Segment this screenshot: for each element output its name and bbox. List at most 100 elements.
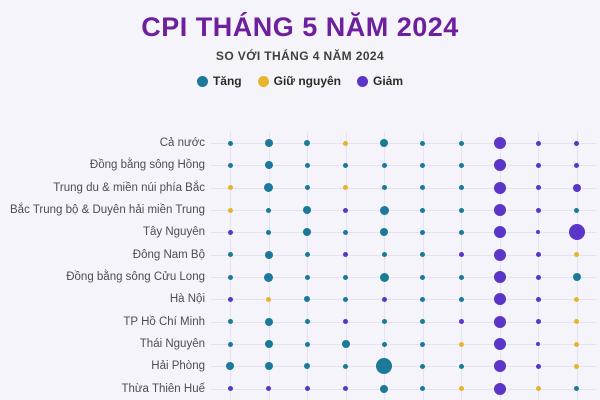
dot-Tăng: [420, 274, 426, 280]
matrix-cell: [211, 132, 250, 155]
matrix-cell: [288, 377, 327, 400]
matrix-cell: [442, 154, 481, 177]
matrix-cell: [211, 310, 250, 334]
dot-Giảm: [535, 252, 541, 258]
matrix-cell: [480, 288, 520, 311]
chart-subtitle: SO VỚI THÁNG 4 NĂM 2024: [215, 49, 385, 63]
matrix-cell: [403, 132, 443, 155]
matrix-cell: [519, 221, 558, 244]
matrix-cell: [403, 154, 443, 177]
dot-Tăng: [343, 296, 349, 302]
dot-Tăng: [304, 341, 310, 347]
dot-Tăng: [420, 363, 426, 369]
legend-item-t: Tăng: [196, 74, 242, 88]
matrix-cell: [249, 377, 289, 400]
dot-Tăng: [458, 185, 464, 191]
dot-Giảm: [304, 386, 310, 392]
matrix-cell: [519, 377, 558, 400]
dot-Giảm: [535, 274, 541, 280]
matrix-cell: [519, 288, 558, 311]
matrix-cell: [326, 310, 366, 334]
dot-Giảm: [535, 296, 541, 302]
dot-Giảm: [572, 183, 581, 192]
matrix-cell: [403, 243, 443, 267]
dot-Tăng: [227, 140, 233, 146]
dot-Tăng: [304, 140, 311, 147]
dot-Giảm: [381, 296, 387, 302]
dot-Tăng: [458, 296, 464, 302]
matrix-cell: [211, 377, 250, 400]
row-label: Trung du & miền núi phía Bắc: [53, 181, 205, 194]
dot-Giữ nguyên: [227, 185, 233, 191]
dot-Giảm: [574, 162, 580, 168]
matrix-cell: [288, 154, 327, 177]
dot-Tăng: [266, 229, 272, 235]
dot-Tăng: [264, 340, 273, 349]
matrix-cell: [519, 355, 558, 378]
matrix-cell: [557, 288, 597, 311]
matrix-cell: [480, 355, 520, 378]
matrix-cell: [249, 355, 289, 378]
dot-Tăng: [304, 319, 310, 325]
legend-label: Giữ nguyên: [273, 74, 341, 88]
row-label: Đồng bằng sông Cửu Long: [66, 271, 205, 284]
matrix-cell: [403, 332, 443, 356]
matrix-cell: [326, 221, 366, 244]
dot-Tăng: [381, 341, 387, 347]
dot-Giảm: [493, 248, 506, 261]
matrix-cell: [365, 332, 404, 356]
chart-row: Trung du & miền núi phía Bắc: [0, 176, 597, 200]
matrix-cell: [442, 243, 481, 267]
matrix-cell: [365, 221, 404, 244]
dot-Giảm: [493, 338, 506, 351]
matrix-cell: [519, 332, 558, 356]
matrix-cell: [288, 288, 327, 311]
dot-Giữ nguyên: [227, 207, 233, 213]
matrix-cell: [211, 288, 250, 311]
matrix-cell: [480, 221, 520, 244]
matrix-cell: [557, 355, 597, 378]
row-label: Hà Nội: [169, 293, 205, 306]
row-label: TP Hồ Chí Minh: [123, 315, 205, 328]
matrix-cell: [288, 243, 327, 267]
matrix-cell: [326, 154, 366, 177]
row-label: Đồng bằng sông Hồng: [89, 159, 205, 172]
matrix-cell: [326, 377, 366, 400]
row-label: Tây Nguyên: [142, 226, 205, 239]
dot-Giảm: [493, 159, 506, 172]
matrix-cell: [211, 154, 250, 177]
dot-Tăng: [304, 363, 311, 370]
matrix-cell: [288, 310, 327, 334]
matrix-cell: [365, 154, 404, 177]
dot-Tăng: [574, 207, 580, 213]
dot-Giữ nguyên: [574, 363, 580, 369]
dot-Giữ nguyên: [574, 296, 580, 302]
matrix-cell: [480, 310, 520, 334]
matrix-cell: [288, 221, 327, 244]
dot-Tăng: [304, 296, 311, 303]
dot-Giảm: [266, 386, 272, 392]
dot-Tăng: [304, 162, 310, 168]
matrix-cell: [557, 310, 597, 334]
dot-Giảm: [536, 230, 541, 235]
dot-Tăng: [574, 386, 580, 392]
matrix-cell: [557, 176, 597, 200]
chart-row: Bắc Trung bộ & Duyên hải miền Trung: [0, 198, 596, 222]
matrix-cell: [403, 355, 443, 378]
matrix-cell: [403, 198, 443, 222]
dot-Giữ nguyên: [458, 386, 464, 392]
dot-Tăng: [304, 252, 310, 258]
matrix-cell: [519, 265, 558, 289]
dot-Tăng: [227, 341, 233, 347]
matrix-cell: [403, 377, 443, 400]
matrix-cell: [442, 176, 481, 200]
matrix-cell: [288, 332, 327, 356]
matrix-cell: [249, 176, 289, 200]
matrix-cell: [442, 132, 481, 155]
matrix-cell: [442, 198, 481, 222]
matrix-cell: [288, 176, 327, 200]
matrix-cell: [557, 221, 597, 244]
matrix-cell: [288, 198, 327, 222]
matrix-cell: [557, 377, 597, 400]
